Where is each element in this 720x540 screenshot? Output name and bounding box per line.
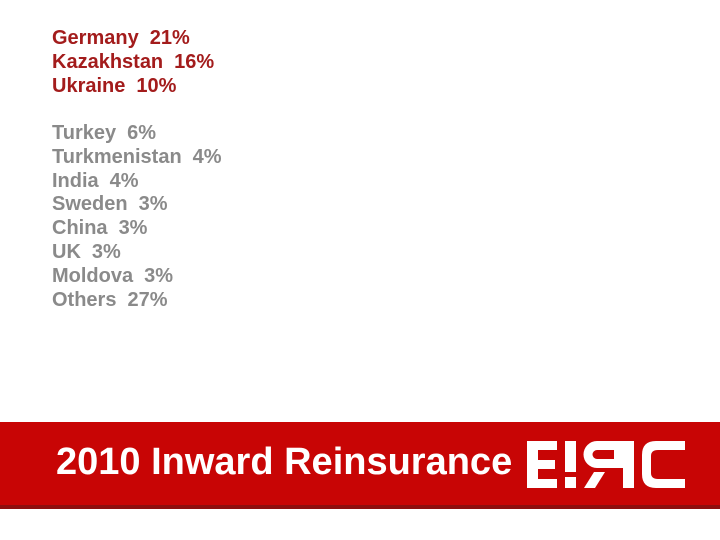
country-share-item: Moldova 3% <box>52 265 222 289</box>
eirc-logo <box>527 441 685 488</box>
country-share: 16% <box>174 50 215 73</box>
country-share: 10% <box>136 74 177 97</box>
top-countries-list: Germany 21% Kazakhstan 16% Ukraine 10% <box>52 27 214 98</box>
country-name: Others <box>52 288 117 311</box>
country-share-item: Kazakhstan 16% <box>52 51 214 75</box>
country-name: Sweden <box>52 193 128 216</box>
country-share: 3% <box>138 193 168 216</box>
country-name: Moldova <box>52 264 134 287</box>
country-share-item: Germany 21% <box>52 27 214 51</box>
country-share-item: China 3% <box>52 217 222 241</box>
country-share-item: UK 3% <box>52 241 222 265</box>
country-share: 3% <box>91 240 121 263</box>
country-name: India <box>52 169 99 192</box>
other-countries-list: Turkey 6% Turkmenistan 4% India 4% Sweden 3%… <box>52 122 222 312</box>
country-name: Germany <box>52 27 139 49</box>
country-share: 21% <box>149 27 190 49</box>
country-share: 3% <box>118 217 148 240</box>
slide-title: 2010 Inward Reinsurance <box>56 440 513 483</box>
country-share: 6% <box>127 122 157 144</box>
eirc-logo-icon <box>527 441 685 488</box>
country-name: Turkmenistan <box>52 145 182 168</box>
country-share: 4% <box>192 145 222 168</box>
country-share: 4% <box>109 169 139 192</box>
country-share-item: Others 27% <box>52 289 222 313</box>
country-share: 3% <box>144 264 174 287</box>
country-share-item: Turkmenistan 4% <box>52 146 222 170</box>
country-name: Kazakhstan <box>52 50 164 73</box>
country-share-item: Sweden 3% <box>52 193 222 217</box>
country-name: China <box>52 217 108 240</box>
country-share-item: Turkey 6% <box>52 122 222 146</box>
footer-band: 2010 Inward Reinsurance <box>0 422 720 509</box>
country-share-item: Ukraine 10% <box>52 75 214 99</box>
country-name: Turkey <box>52 122 117 144</box>
country-share-item: India 4% <box>52 170 222 194</box>
country-name: Ukraine <box>52 74 126 97</box>
country-name: UK <box>52 240 81 263</box>
country-share: 27% <box>127 288 168 311</box>
